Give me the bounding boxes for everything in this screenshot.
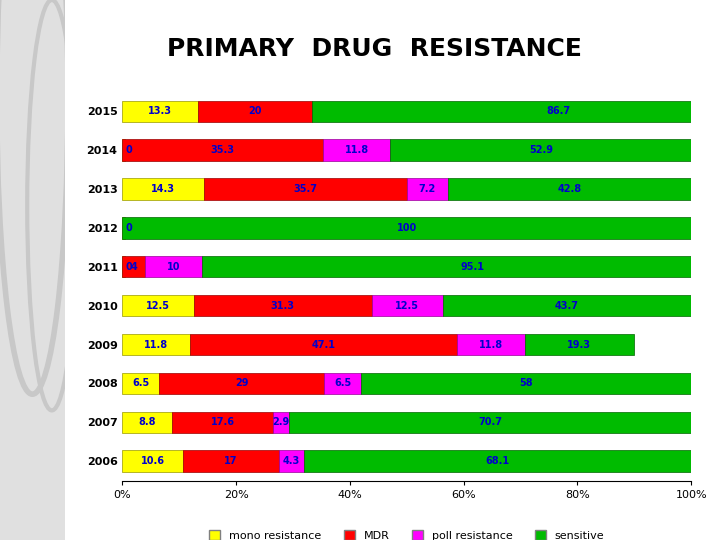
Text: 52.9: 52.9 <box>528 145 553 155</box>
Text: 35.7: 35.7 <box>293 184 318 194</box>
Text: 13.3: 13.3 <box>148 106 172 116</box>
Bar <box>304 450 691 472</box>
Text: 35.3: 35.3 <box>211 145 235 155</box>
Text: 12.5: 12.5 <box>395 301 419 310</box>
Bar <box>448 178 691 200</box>
Bar <box>122 450 183 472</box>
Bar <box>122 217 691 239</box>
Text: 10: 10 <box>167 262 180 272</box>
Bar <box>122 334 189 355</box>
Bar <box>122 373 159 394</box>
Text: 17: 17 <box>225 456 238 466</box>
Text: 17.6: 17.6 <box>210 417 235 427</box>
Bar <box>198 100 312 122</box>
Bar <box>361 373 691 394</box>
Text: 47.1: 47.1 <box>312 340 336 349</box>
Bar <box>323 139 390 161</box>
Text: 70.7: 70.7 <box>478 417 502 427</box>
Bar <box>273 411 289 433</box>
Bar <box>122 217 125 239</box>
Bar <box>122 178 204 200</box>
Bar <box>159 373 324 394</box>
Text: 11.8: 11.8 <box>345 145 369 155</box>
Bar <box>525 334 634 355</box>
Bar <box>145 256 202 278</box>
Bar <box>324 373 361 394</box>
Text: 42.8: 42.8 <box>557 184 582 194</box>
Legend: mono resistance, MDR, poll resistance, sensitive: mono resistance, MDR, poll resistance, s… <box>204 525 609 540</box>
Bar <box>122 295 194 316</box>
Text: 43.7: 43.7 <box>555 301 579 310</box>
Bar <box>189 334 457 355</box>
Text: 7.2: 7.2 <box>418 184 436 194</box>
Bar <box>289 411 691 433</box>
Text: 12.5: 12.5 <box>146 301 170 310</box>
Text: PRIMARY  DRUG  RESISTANCE: PRIMARY DRUG RESISTANCE <box>167 37 582 60</box>
Bar <box>194 295 372 316</box>
Text: 10.6: 10.6 <box>140 456 165 466</box>
Text: 29: 29 <box>235 379 248 388</box>
Text: 11.8: 11.8 <box>144 340 168 349</box>
Bar <box>122 139 125 161</box>
Text: 14.3: 14.3 <box>151 184 175 194</box>
Text: 4.3: 4.3 <box>283 456 300 466</box>
Text: 0: 0 <box>126 223 132 233</box>
Bar <box>390 139 691 161</box>
Bar <box>173 411 273 433</box>
Bar <box>312 100 720 122</box>
Text: 58: 58 <box>519 379 533 388</box>
Text: 86.7: 86.7 <box>546 106 570 116</box>
Bar <box>122 256 125 278</box>
Bar <box>122 139 323 161</box>
Bar <box>122 411 173 433</box>
Text: 20: 20 <box>248 106 261 116</box>
Text: 19.3: 19.3 <box>567 340 591 349</box>
Text: 68.1: 68.1 <box>485 456 510 466</box>
Text: 100: 100 <box>397 223 417 233</box>
Bar <box>457 334 525 355</box>
Text: 6.5: 6.5 <box>132 379 150 388</box>
Bar <box>407 178 448 200</box>
Text: 11.8: 11.8 <box>479 340 503 349</box>
Bar <box>122 256 145 278</box>
Text: 95.1: 95.1 <box>461 262 485 272</box>
Bar <box>279 450 304 472</box>
Text: 31.3: 31.3 <box>271 301 294 310</box>
Text: 0: 0 <box>126 145 132 155</box>
Text: 2.9: 2.9 <box>272 417 289 427</box>
Bar <box>443 295 691 316</box>
Bar <box>372 295 443 316</box>
Bar <box>204 178 407 200</box>
Text: 4: 4 <box>130 262 137 272</box>
Text: 8.8: 8.8 <box>139 417 156 427</box>
Bar <box>122 100 198 122</box>
Bar <box>202 256 720 278</box>
Text: 6.5: 6.5 <box>334 379 351 388</box>
Bar <box>183 450 279 472</box>
Text: 0: 0 <box>126 262 132 272</box>
